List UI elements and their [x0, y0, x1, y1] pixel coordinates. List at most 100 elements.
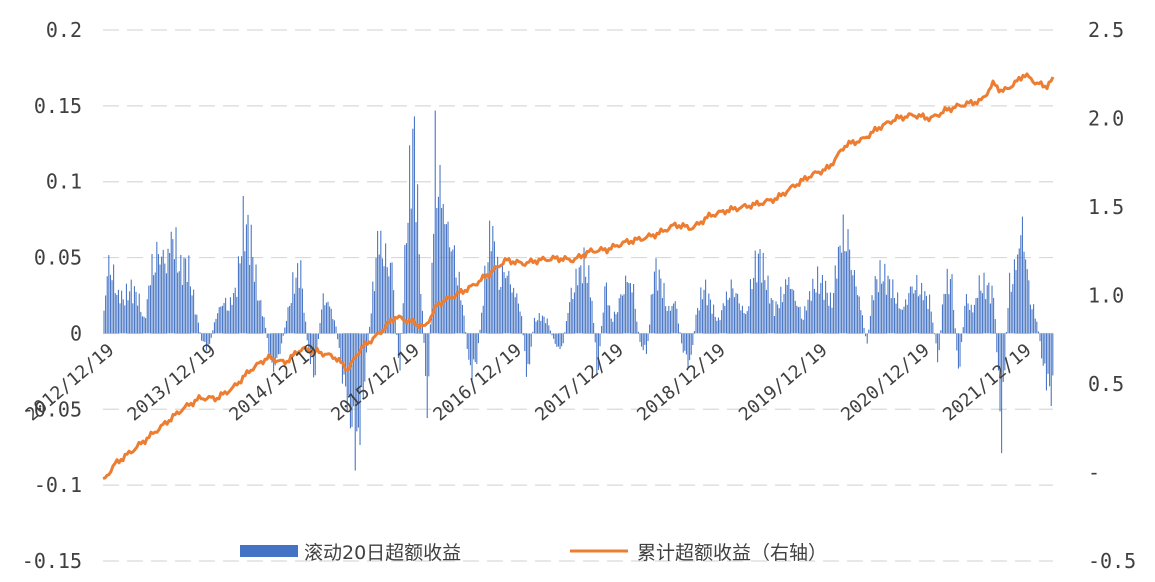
bar	[452, 249, 454, 334]
bar	[741, 305, 743, 334]
bar	[981, 293, 983, 334]
bar	[682, 333, 684, 353]
bar	[615, 314, 617, 334]
bar	[602, 312, 604, 334]
bar	[159, 264, 161, 334]
bar	[657, 290, 659, 334]
bar	[250, 224, 252, 334]
bar	[513, 287, 515, 334]
bar	[442, 204, 444, 334]
bar	[361, 333, 363, 388]
left-axis: 0.2 0.15 0.1 0.05 0 -0.05 -0.1 -0.15	[22, 18, 82, 573]
bar	[410, 208, 412, 334]
bar	[775, 301, 777, 334]
bar	[855, 286, 857, 334]
bar	[730, 279, 732, 334]
right-tick-label: 0.5	[1088, 372, 1124, 396]
bar	[642, 333, 644, 351]
bar	[945, 293, 947, 334]
bar	[548, 325, 550, 334]
bar	[265, 327, 267, 334]
bar	[114, 293, 116, 334]
bar	[530, 333, 532, 347]
bar	[300, 260, 302, 334]
bar	[297, 263, 299, 334]
bar	[727, 299, 729, 334]
bar	[821, 275, 823, 334]
bar	[881, 283, 883, 334]
bar	[106, 276, 108, 334]
bar	[445, 224, 447, 334]
bar	[172, 239, 174, 334]
bar	[844, 251, 846, 334]
left-tick-label: 0.15	[34, 94, 82, 118]
bar	[1015, 270, 1017, 334]
legend: 滚动20日超额收益 累计超额收益（右轴）	[240, 542, 827, 564]
bar	[122, 299, 124, 334]
bar	[338, 333, 340, 348]
bar	[1002, 333, 1004, 382]
bar	[938, 333, 940, 351]
bar	[124, 305, 126, 334]
bar	[268, 333, 270, 353]
bar	[777, 304, 779, 334]
bar	[890, 298, 892, 334]
bar	[450, 251, 452, 334]
bar	[245, 224, 247, 334]
bar	[213, 322, 215, 334]
bar	[285, 320, 287, 334]
bar	[876, 279, 878, 334]
bar	[317, 333, 319, 340]
bar	[684, 333, 686, 351]
bar	[437, 196, 439, 334]
bar	[506, 275, 508, 334]
bar	[532, 331, 534, 334]
bar	[853, 270, 855, 334]
bar	[581, 283, 583, 334]
bar	[841, 252, 843, 334]
bar	[735, 293, 737, 334]
bar	[223, 302, 225, 334]
bar	[943, 293, 945, 334]
bar	[589, 297, 591, 334]
bar	[165, 273, 167, 334]
bar	[535, 321, 537, 334]
bar	[417, 184, 419, 334]
bar	[1023, 251, 1025, 334]
bar	[354, 333, 356, 471]
right-tick-label: 2.5	[1088, 18, 1124, 42]
bar	[189, 286, 191, 334]
bar	[273, 333, 275, 372]
bar	[413, 116, 415, 334]
bar	[866, 333, 868, 344]
bar	[869, 315, 871, 334]
bar	[823, 299, 825, 334]
bar	[337, 333, 339, 340]
bar	[279, 333, 281, 354]
bar	[501, 264, 503, 334]
bar	[153, 275, 155, 334]
bar	[145, 318, 147, 334]
bar	[1004, 333, 1006, 371]
bar	[949, 279, 951, 334]
bar	[785, 279, 787, 334]
bar	[1012, 284, 1014, 334]
bar	[533, 317, 535, 334]
bar	[495, 267, 497, 334]
bar	[676, 308, 678, 334]
bar	[181, 284, 183, 334]
bar	[572, 298, 574, 334]
bar	[332, 319, 334, 334]
bar	[1018, 248, 1020, 334]
bar	[341, 333, 343, 384]
bar	[381, 258, 383, 334]
bar	[807, 299, 809, 334]
bar	[791, 288, 793, 334]
bar	[500, 286, 502, 334]
bar	[157, 254, 159, 334]
bar	[693, 331, 695, 334]
bar	[274, 333, 276, 366]
bar	[900, 309, 902, 334]
bar	[738, 303, 740, 334]
bar	[1042, 333, 1044, 366]
